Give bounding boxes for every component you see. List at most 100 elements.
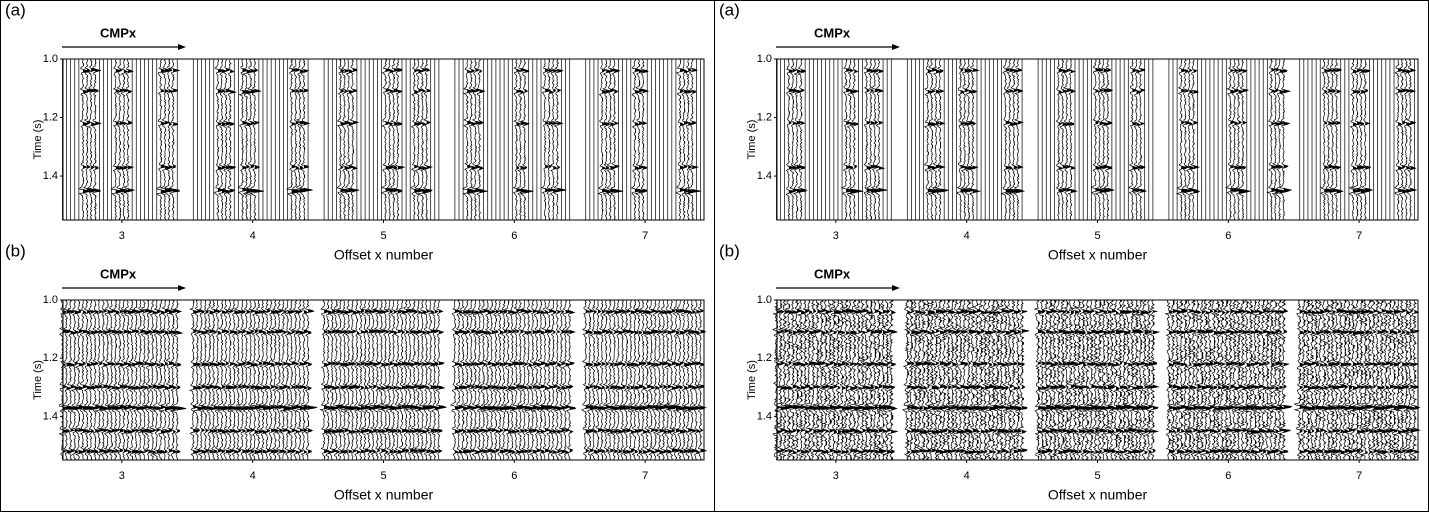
trace (467, 299, 478, 460)
trace (686, 58, 702, 221)
trace (963, 299, 977, 461)
trace-fill (99, 300, 108, 460)
trace (828, 299, 843, 461)
x-tick-label: 3 (119, 470, 125, 482)
trace (1363, 299, 1376, 461)
trace (934, 299, 948, 461)
trace (1180, 299, 1193, 461)
trace (458, 300, 470, 461)
trace (1184, 58, 1198, 221)
trace (336, 299, 348, 461)
trace (349, 58, 360, 221)
trace (594, 299, 605, 461)
trace (1275, 299, 1286, 461)
trace (226, 58, 237, 221)
trace-fill (1279, 59, 1289, 220)
trace (500, 299, 511, 461)
trace-fill (1336, 59, 1344, 220)
trace-fill (692, 300, 700, 460)
trace (972, 299, 987, 461)
trace (482, 299, 497, 461)
trace (1074, 299, 1087, 460)
trace-fill (328, 300, 335, 460)
trace (410, 58, 421, 221)
trace (692, 299, 704, 461)
trace-fill (1140, 59, 1147, 220)
trace (1270, 299, 1285, 461)
trace (825, 299, 841, 461)
trace (1293, 299, 1310, 461)
trace (589, 299, 601, 461)
trace (1061, 299, 1076, 461)
trace (1343, 299, 1357, 461)
trace (675, 299, 690, 460)
y-tick-label: 1.0 (757, 53, 772, 65)
trace (87, 58, 98, 221)
panel-label: (b) (719, 241, 740, 260)
panel-label: (a) (5, 0, 26, 19)
trace-fill (389, 300, 398, 460)
trace (1089, 299, 1105, 461)
trace (171, 299, 187, 461)
trace (960, 58, 972, 221)
trace (817, 299, 830, 461)
trace (397, 299, 409, 461)
trace (1328, 58, 1341, 221)
trace (682, 299, 698, 460)
arrow-head (178, 44, 186, 50)
trace (1242, 299, 1255, 461)
trace-fill (684, 59, 690, 220)
x-axis-label: Offset x number (334, 247, 434, 263)
x-tick-label: 6 (511, 470, 517, 482)
y-tick-label: 1.2 (43, 111, 58, 123)
trace (597, 59, 609, 221)
trace (1372, 299, 1386, 461)
trace (192, 299, 206, 461)
trace-fill (1177, 300, 1184, 460)
trace (992, 299, 1004, 461)
trace (1311, 299, 1324, 460)
trace (1037, 299, 1052, 461)
trace (132, 299, 144, 461)
trace (226, 299, 237, 461)
trace (92, 58, 102, 221)
trace-fill (1283, 59, 1292, 220)
trace (1315, 299, 1329, 461)
trace (808, 299, 822, 461)
trace-fill (968, 300, 977, 460)
trace (475, 299, 487, 461)
y-tick-label: 1.4 (757, 170, 772, 182)
trace (1395, 299, 1411, 461)
trace (775, 299, 790, 461)
trace (540, 299, 556, 461)
trace (158, 299, 175, 461)
trace (885, 299, 899, 461)
trace (278, 299, 293, 461)
trace (1172, 299, 1185, 461)
trace (1249, 299, 1263, 461)
trace (1335, 299, 1350, 461)
trace-fill (1410, 59, 1417, 220)
trace (1327, 299, 1340, 461)
trace (1126, 299, 1141, 461)
trace-fill (246, 59, 254, 220)
trace (1209, 299, 1221, 461)
trace (1230, 58, 1244, 221)
trace (598, 299, 608, 461)
trace (519, 58, 534, 221)
trace (951, 299, 967, 461)
trace (622, 299, 634, 461)
trace (1115, 299, 1130, 461)
trace (820, 300, 831, 461)
trace-fill (107, 300, 114, 460)
trace (792, 299, 805, 461)
trace (1008, 299, 1022, 461)
trace-fill (393, 59, 402, 220)
trace-fill (340, 300, 347, 460)
trace-fill (156, 300, 163, 460)
trace-fill (479, 300, 486, 460)
trace (779, 299, 793, 461)
trace (658, 299, 674, 461)
trace-fill (238, 300, 245, 460)
trace (267, 299, 278, 461)
